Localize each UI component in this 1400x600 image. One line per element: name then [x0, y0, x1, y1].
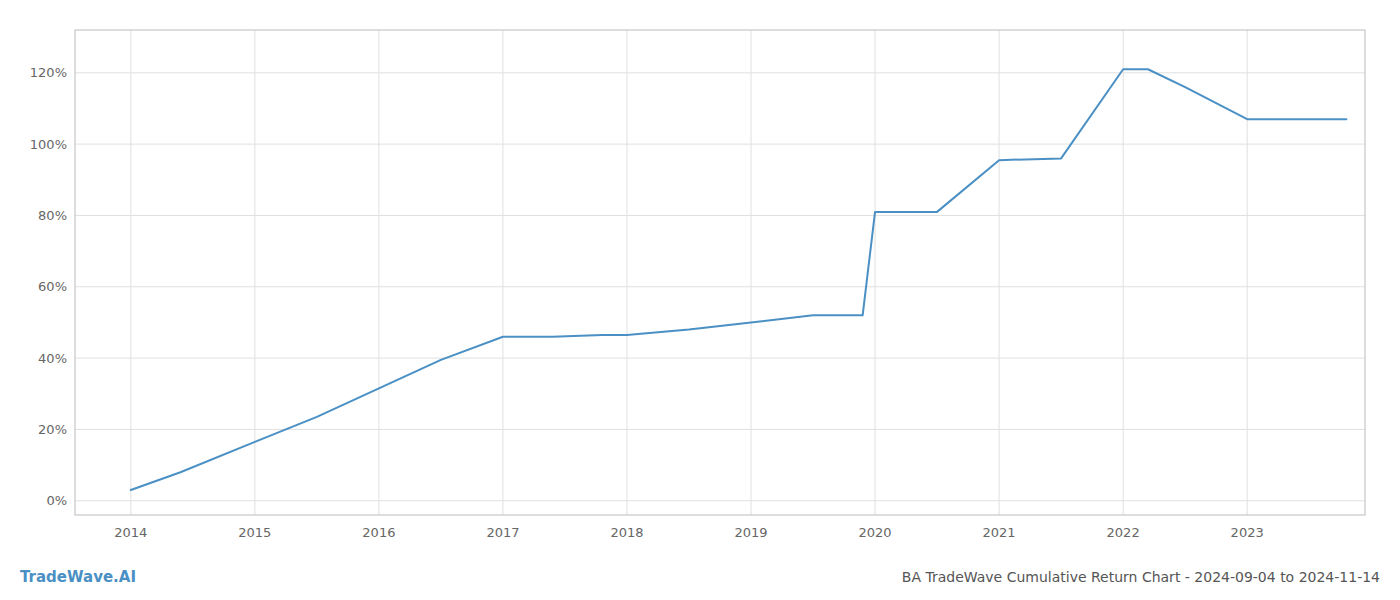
x-grid-line — [130, 30, 131, 515]
y-grid-line — [75, 358, 1365, 359]
title: BA TradeWave Cumulative Return Chart - 2… — [902, 569, 1380, 585]
x-grid-line — [875, 30, 876, 515]
x-grid-line — [1247, 30, 1248, 515]
y-grid-line — [75, 500, 1365, 501]
y-tick-label: 60% — [38, 279, 67, 294]
x-grid-line — [378, 30, 379, 515]
y-tick-label: 120% — [30, 65, 67, 80]
x-tick-label: 2018 — [610, 525, 643, 540]
y-tick-label: 100% — [30, 137, 67, 152]
line — [131, 69, 1347, 490]
y-grid-line — [75, 144, 1365, 145]
watermark: TradeWave.AI — [20, 568, 136, 586]
x-tick-label: 2023 — [1231, 525, 1264, 540]
x-tick-label: 2017 — [486, 525, 519, 540]
x-grid-line — [626, 30, 627, 515]
y-grid-line — [75, 72, 1365, 73]
x-grid-line — [1123, 30, 1124, 515]
x-grid-line — [502, 30, 503, 515]
x-tick-label: 2014 — [114, 525, 147, 540]
data-group — [131, 69, 1347, 490]
x-grid-line — [999, 30, 1000, 515]
x-tick-label: 2019 — [734, 525, 767, 540]
y-grid-line — [75, 215, 1365, 216]
x-tick-label: 2021 — [983, 525, 1016, 540]
x-grid-line — [751, 30, 752, 515]
chart-svg: 2014 2015 2016 2017 2018 2019 2020 2021 2022 2023… — [0, 0, 1400, 600]
y-tick-label: 80% — [38, 208, 67, 223]
x-tick-label: 2020 — [859, 525, 892, 540]
grid — [75, 30, 1365, 515]
tick-labels: 2014 2015 2016 2017 2018 2019 2020 2021 2022 2023… — [30, 65, 1264, 540]
y-tick-label: 20% — [38, 422, 67, 437]
y-grid-line — [75, 429, 1365, 430]
x-tick-label: 2022 — [1107, 525, 1140, 540]
x-tick-label: 2015 — [238, 525, 271, 540]
y-grid-line — [75, 286, 1365, 287]
y-tick-label: 0% — [46, 493, 67, 508]
plot-frame — [75, 30, 1365, 515]
x-tick-label: 2016 — [362, 525, 395, 540]
chart-container: 2014 2015 2016 2017 2018 2019 2020 2021 2022 2023… — [0, 0, 1400, 600]
y-tick-label: 40% — [38, 351, 67, 366]
